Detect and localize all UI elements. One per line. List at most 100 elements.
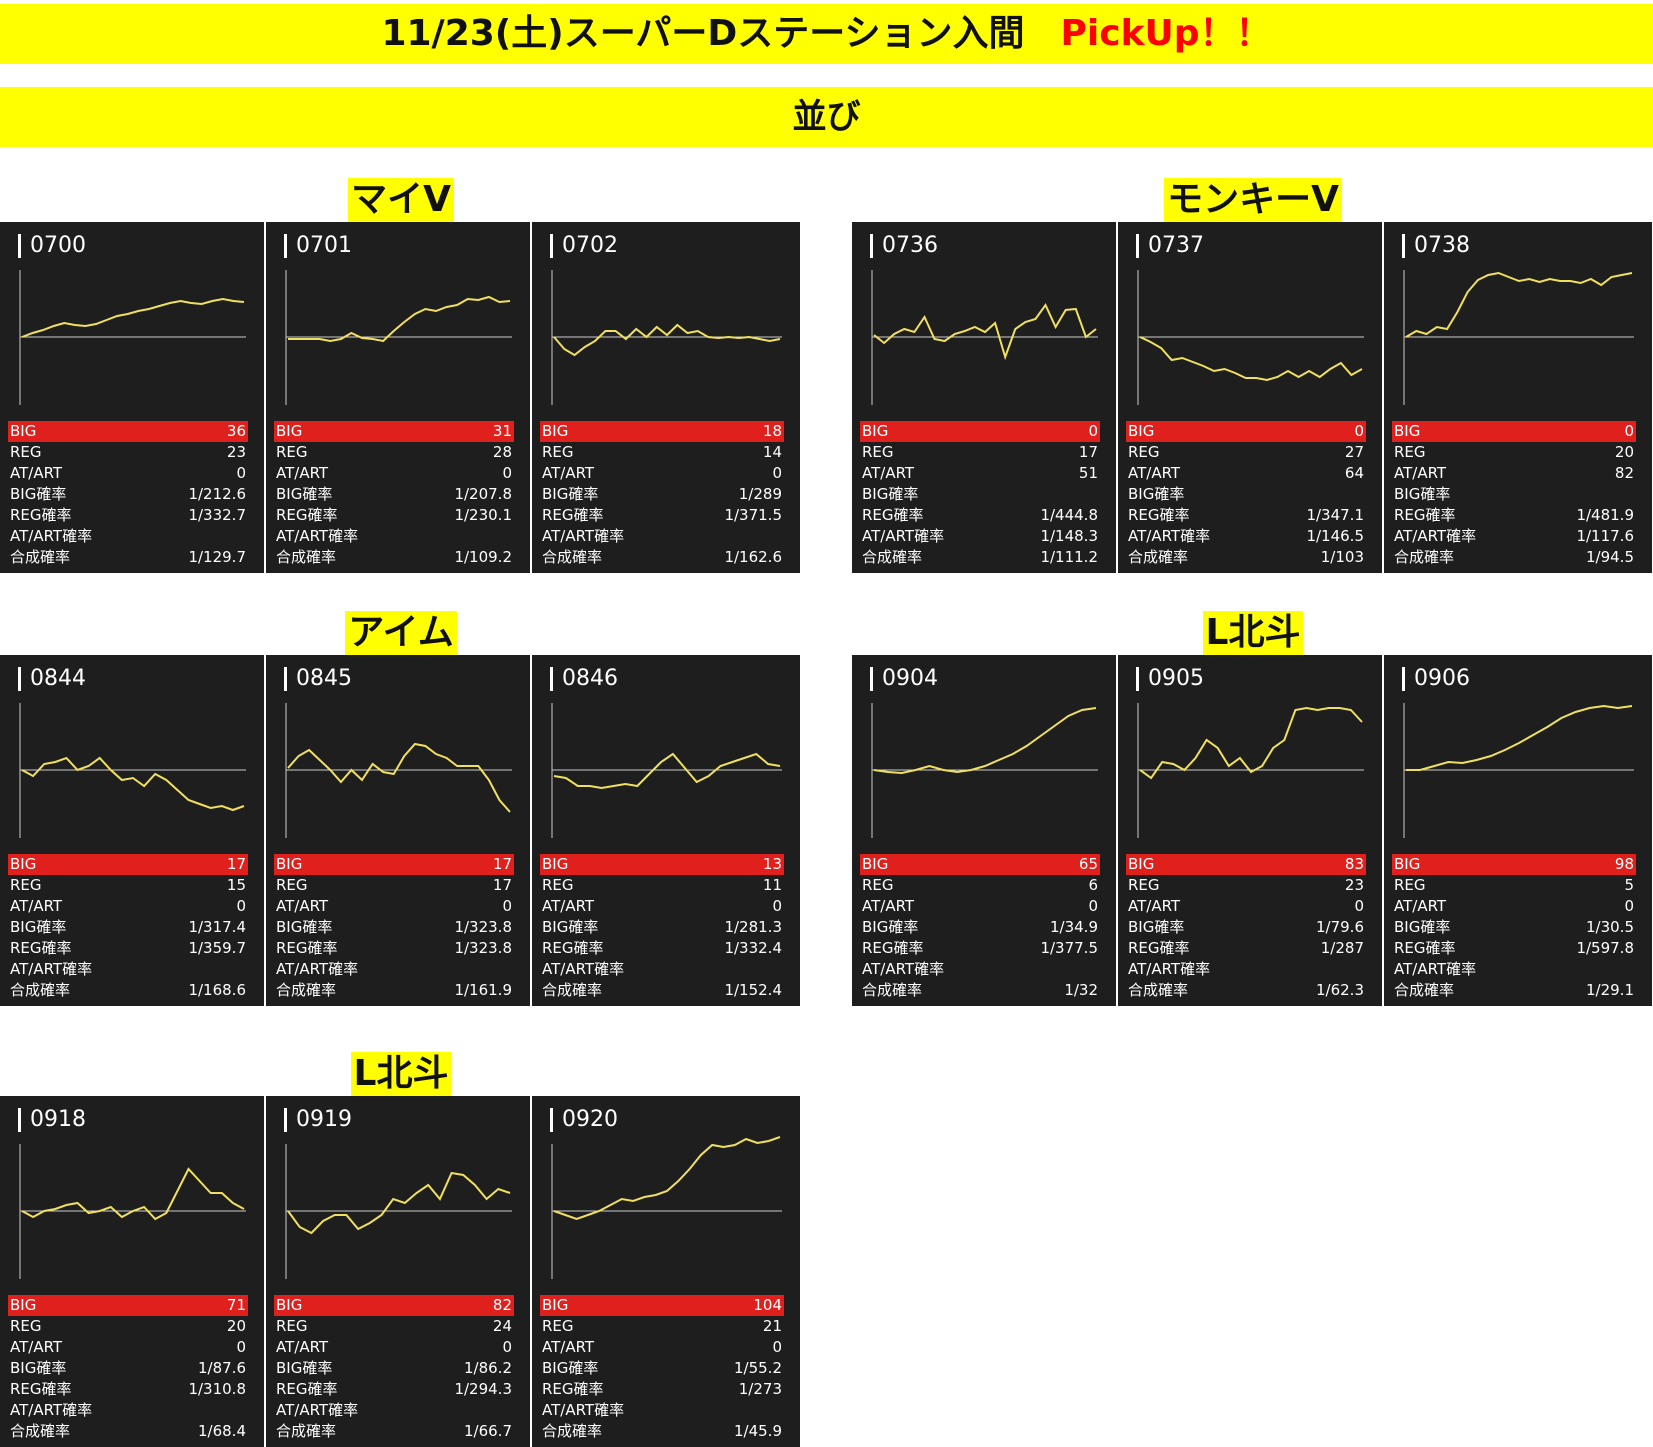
stat-value: 1/34.9 [1050, 918, 1098, 936]
stat-value: 28 [492, 443, 512, 461]
machine-number: 0904 [870, 667, 938, 691]
machine-card[interactable]: 0737 BIG 0 REG 27 AT/ART 64 BIG確率 REG確率 1/347.1 AT… [1118, 222, 1384, 573]
stat-label: BIG [542, 422, 569, 440]
stat-row-big: BIG 31 [274, 421, 514, 442]
stat-row-at: AT/ART 0 [274, 896, 514, 917]
series-line [287, 742, 511, 813]
stat-row-reg-rate: REG確率 1/371.5 [540, 505, 784, 526]
stat-value: 1/323.8 [454, 918, 512, 936]
stat-row-at-rate: AT/ART確率 [1126, 959, 1366, 980]
stat-label: REG [10, 1317, 42, 1335]
stats-table: BIG 0 REG 17 AT/ART 51 BIG確率 REG確率 1/444.8 AT/ART… [860, 421, 1100, 568]
stat-label: REG [276, 876, 308, 894]
stat-value: 0 [772, 464, 782, 482]
stat-row-reg-rate: REG確率 1/323.8 [274, 938, 514, 959]
machine-card[interactable]: 0738 BIG 0 REG 20 AT/ART 82 BIG確率 REG確率 1/481.9 AT… [1384, 222, 1652, 573]
stat-row-big-rate: BIG確率 1/281.3 [540, 917, 784, 938]
stat-label: 合成確率 [862, 981, 923, 999]
stat-label: REG確率 [10, 506, 72, 524]
stat-row-at-rate: AT/ART確率 [860, 959, 1100, 980]
stat-row-at: AT/ART 0 [274, 463, 514, 484]
stat-row-reg-rate: REG確率 1/332.7 [8, 505, 248, 526]
stat-row-big: BIG 82 [274, 1295, 514, 1316]
stat-row-total-rate: 合成確率 1/162.6 [540, 547, 784, 568]
machine-number: 0906 [1402, 667, 1470, 691]
stat-value: 1/332.7 [188, 506, 246, 524]
stat-row-at: AT/ART 0 [8, 896, 248, 917]
stat-value: 23 [1344, 876, 1364, 894]
machine-card[interactable]: 0701 BIG 31 REG 28 AT/ART 0 BIG確率 1/207.8 REG確率 1/… [266, 222, 532, 573]
machine-card[interactable]: 0700 BIG 36 REG 23 AT/ART 0 BIG確率 1/212.6 REG確率 1/… [0, 222, 266, 573]
stat-label: REG [1394, 443, 1426, 461]
stats-table: BIG 17 REG 17 AT/ART 0 BIG確率 1/323.8 REG確率 1/323.… [274, 854, 514, 1001]
stat-value: 1/68.4 [198, 1422, 246, 1440]
machine-card[interactable]: 0846 BIG 13 REG 11 AT/ART 0 BIG確率 1/281.3 REG確率 1/… [532, 655, 800, 1006]
stat-label: 合成確率 [276, 548, 337, 566]
stat-label: 合成確率 [276, 981, 337, 999]
stat-value: 0 [1624, 422, 1634, 440]
stat-label: REG [1394, 876, 1426, 894]
machine-number: 0700 [18, 234, 86, 258]
stat-label: 合成確率 [10, 548, 71, 566]
stat-row-reg-rate: REG確率 1/273 [540, 1379, 784, 1400]
machine-card[interactable]: 0845 BIG 17 REG 17 AT/ART 0 BIG確率 1/323.8 REG確率 1/… [266, 655, 532, 1006]
stat-row-at-rate: AT/ART確率 [274, 1400, 514, 1421]
stat-label: AT/ART [10, 1338, 63, 1356]
stat-value: 1/332.4 [724, 939, 782, 957]
stats-table: BIG 31 REG 28 AT/ART 0 BIG確率 1/207.8 REG確率 1/230.… [274, 421, 514, 568]
stat-row-big: BIG 18 [540, 421, 784, 442]
machine-card[interactable]: 0918 BIG 71 REG 20 AT/ART 0 BIG確率 1/87.6 REG確率 1/3… [0, 1096, 266, 1447]
stat-row-big: BIG 65 [860, 854, 1100, 875]
stat-label: 合成確率 [276, 1422, 337, 1440]
stat-row-reg: REG 28 [274, 442, 514, 463]
stat-row-big: BIG 0 [860, 421, 1100, 442]
stat-value: 1/146.5 [1306, 527, 1364, 545]
machine-card[interactable]: 0905 BIG 83 REG 23 AT/ART 0 BIG確率 1/79.6 REG確率 1/2… [1118, 655, 1384, 1006]
series-line [553, 752, 781, 790]
stat-label: REG [276, 443, 308, 461]
stat-row-reg-rate: REG確率 1/359.7 [8, 938, 248, 959]
group-label: マイV [348, 178, 454, 222]
stat-label: BIG [10, 855, 37, 873]
stat-label: REG [1128, 876, 1160, 894]
stat-row-at: AT/ART 0 [1392, 896, 1636, 917]
stat-label: REG確率 [276, 939, 338, 957]
stat-value: 0 [772, 897, 782, 915]
machine-card[interactable]: 0702 BIG 18 REG 14 AT/ART 0 BIG確率 1/289 REG確率 1/37… [532, 222, 800, 573]
stat-value: 65 [1078, 855, 1098, 873]
stat-value: 82 [492, 1296, 512, 1314]
stat-row-big-rate: BIG確率 1/30.5 [1392, 917, 1636, 938]
stat-row-reg-rate: REG確率 1/481.9 [1392, 505, 1636, 526]
stat-value: 27 [1344, 443, 1364, 461]
machine-card[interactable]: 0906 BIG 98 REG 5 AT/ART 0 BIG確率 1/30.5 REG確率 1/59… [1384, 655, 1652, 1006]
stat-value: 1/45.9 [734, 1422, 782, 1440]
series-line [21, 1167, 245, 1221]
stat-row-big: BIG 0 [1392, 421, 1636, 442]
stat-value: 1/66.7 [464, 1422, 512, 1440]
stat-value: 1/294.3 [454, 1380, 512, 1398]
stat-value: 1/152.4 [724, 981, 782, 999]
machine-card[interactable]: 0904 BIG 65 REG 6 AT/ART 0 BIG確率 1/34.9 REG確率 1/37… [852, 655, 1118, 1006]
stat-row-at: AT/ART 0 [540, 1337, 784, 1358]
machine-group: モンキーV 0736 BIG 0 REG 17 AT/ART 51 BIG確率 REG確率 1/44… [852, 178, 1653, 573]
stat-label: BIG確率 [10, 485, 67, 503]
stat-value: 31 [492, 422, 512, 440]
slump-graph [551, 270, 782, 405]
stat-row-at: AT/ART 0 [1126, 896, 1366, 917]
stat-label: BIG確率 [542, 918, 599, 936]
stat-label: AT/ART [862, 897, 915, 915]
machine-card[interactable]: 0736 BIG 0 REG 17 AT/ART 51 BIG確率 REG確率 1/444.8 AT… [852, 222, 1118, 573]
stat-label: REG [10, 876, 42, 894]
stat-row-reg-rate: REG確率 1/444.8 [860, 505, 1100, 526]
stat-row-reg: REG 23 [1126, 875, 1366, 896]
stat-value: 1/87.6 [198, 1359, 246, 1377]
stats-table: BIG 18 REG 14 AT/ART 0 BIG確率 1/289 REG確率 1/371.5 A… [540, 421, 784, 568]
machine-card[interactable]: 0844 BIG 17 REG 15 AT/ART 0 BIG確率 1/317.4 REG確率 1/… [0, 655, 266, 1006]
stat-row-big: BIG 83 [1126, 854, 1366, 875]
stat-value: 15 [226, 876, 246, 894]
stat-row-reg: REG 15 [8, 875, 248, 896]
machine-card[interactable]: 0920 BIG 104 REG 21 AT/ART 0 BIG確率 1/55.2 REG確率 1/… [532, 1096, 800, 1447]
stat-label: BIG確率 [542, 485, 599, 503]
machine-card[interactable]: 0919 BIG 82 REG 24 AT/ART 0 BIG確率 1/86.2 REG確率 1/2… [266, 1096, 532, 1447]
stat-row-at-rate: AT/ART確率 [540, 526, 784, 547]
